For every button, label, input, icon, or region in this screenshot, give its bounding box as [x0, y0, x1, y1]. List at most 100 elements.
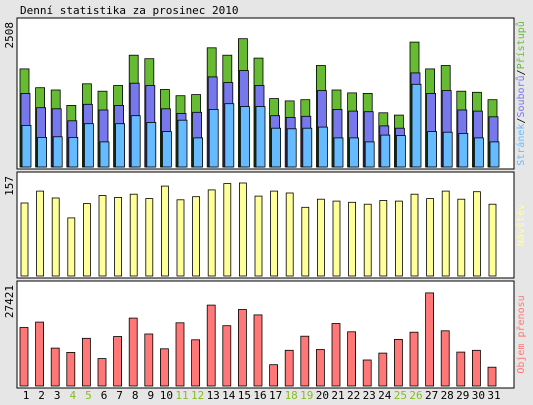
bar-bottom-31 [487, 366, 497, 387]
bar-bottom-6 [97, 358, 107, 387]
bar-bottom-12 [191, 339, 201, 387]
bar-bottom-2 [35, 321, 44, 387]
bar-top-8 [130, 115, 141, 168]
x-tick-label: 5 [85, 389, 92, 402]
bar-middle-2 [36, 190, 44, 277]
bar-top-27 [427, 131, 438, 168]
x-tick-label: 7 [116, 389, 123, 402]
legend-entry: Stránek [515, 124, 527, 166]
bar-bottom-28 [440, 330, 450, 387]
bar-middle-23 [363, 203, 372, 277]
x-tick-label: 30 [472, 389, 485, 402]
x-tick-label: 29 [456, 389, 469, 402]
bar-middle-3 [51, 197, 60, 277]
bar-top-18 [286, 128, 297, 168]
x-tick-label: 28 [441, 389, 454, 402]
bar-middle-15 [238, 182, 247, 277]
bar-top-23 [364, 141, 375, 168]
y-max-label: 157 [3, 176, 16, 196]
bar-top-31 [489, 141, 500, 168]
bar-top-7 [115, 123, 125, 168]
bar-bottom-10 [159, 348, 169, 387]
legend-entry: / [516, 69, 527, 75]
bar-bottom-27 [425, 292, 435, 387]
bar-bottom-11 [175, 322, 185, 387]
legend-entry: Přístupů [515, 21, 527, 69]
x-tick-label: 16 [253, 389, 266, 402]
bar-top-5 [84, 123, 94, 168]
y-max-label: 2508 [3, 22, 16, 49]
bar-middle-13 [207, 189, 216, 277]
bar-middle-16 [254, 195, 263, 277]
bar-bottom-26 [409, 331, 419, 387]
bar-bottom-14 [222, 325, 232, 387]
bar-middle-18 [285, 192, 294, 277]
x-tick-label: 19 [300, 389, 313, 402]
bar-bottom-3 [50, 347, 60, 387]
x-tick-label: 24 [378, 389, 392, 402]
bar-top-13 [208, 109, 219, 168]
bar-middle-12 [192, 196, 201, 277]
bar-bottom-4 [66, 351, 76, 387]
bar-middle-4 [67, 217, 76, 277]
bar-top-22 [349, 137, 360, 168]
legend-entry: / [516, 118, 527, 124]
bar-bottom-7 [113, 336, 122, 387]
bar-bottom-21 [331, 323, 341, 387]
bar-middle-8 [129, 193, 138, 277]
x-tick-label: 31 [487, 389, 500, 402]
bar-middle-9 [145, 198, 154, 277]
bar-bottom-15 [237, 309, 247, 387]
bar-bottom-20 [315, 349, 325, 387]
bar-middle-1 [20, 202, 29, 277]
legend-entry: Objem přenosu [515, 295, 527, 373]
bar-middle-25 [394, 200, 403, 277]
x-tick-label: 23 [363, 389, 376, 402]
x-tick-label: 6 [101, 389, 108, 402]
x-tick-label: 15 [238, 389, 251, 402]
bar-top-20 [317, 126, 328, 168]
bar-top-19 [302, 127, 313, 168]
x-tick-label: 13 [207, 389, 220, 402]
bar-top-17 [271, 127, 282, 168]
bar-top-9 [146, 122, 157, 168]
bar-bottom-16 [253, 314, 263, 387]
bar-bottom-25 [393, 338, 403, 387]
x-tick-label: 3 [54, 389, 61, 402]
x-tick-label: 10 [160, 389, 173, 402]
x-tick-label: 20 [316, 389, 329, 402]
bar-top-10 [161, 131, 172, 168]
x-tick-label: 21 [331, 389, 344, 402]
bar-bottom-19 [300, 335, 310, 387]
bar-bottom-29 [456, 351, 466, 387]
bar-top-21 [333, 137, 344, 168]
panel-middle: 157 Návštěv [3, 171, 527, 279]
bar-middle-27 [426, 198, 435, 277]
legend-bottom: Objem přenosu [515, 295, 527, 373]
bar-top-1 [21, 125, 32, 168]
legend-entry: Souborů [515, 75, 527, 117]
x-tick-label: 11 [175, 389, 188, 402]
legend-entry: Návštěv [515, 204, 527, 246]
bar-top-4 [68, 136, 79, 168]
bar-top-14 [224, 103, 235, 168]
x-tick-label: 14 [222, 389, 236, 402]
bar-bottom-13 [206, 304, 216, 387]
bar-top-11 [177, 119, 188, 168]
panel-frame [16, 280, 515, 389]
bar-middle-17 [270, 190, 279, 277]
bar-bottom-22 [347, 331, 357, 387]
panel-frame [16, 171, 515, 279]
x-tick-label: 27 [425, 389, 438, 402]
bar-top-3 [52, 136, 63, 168]
bar-middle-31 [488, 203, 497, 277]
chart-title: Denní statistika za prosinec 2010 [20, 4, 239, 17]
bar-top-30 [473, 137, 484, 168]
x-tick-label: 8 [132, 389, 139, 402]
x-tick-label: 1 [23, 389, 30, 402]
bar-middle-6 [98, 195, 107, 277]
bar-middle-24 [379, 200, 388, 277]
bar-top-28 [442, 131, 453, 168]
y-max-label: 27421 [3, 285, 16, 318]
